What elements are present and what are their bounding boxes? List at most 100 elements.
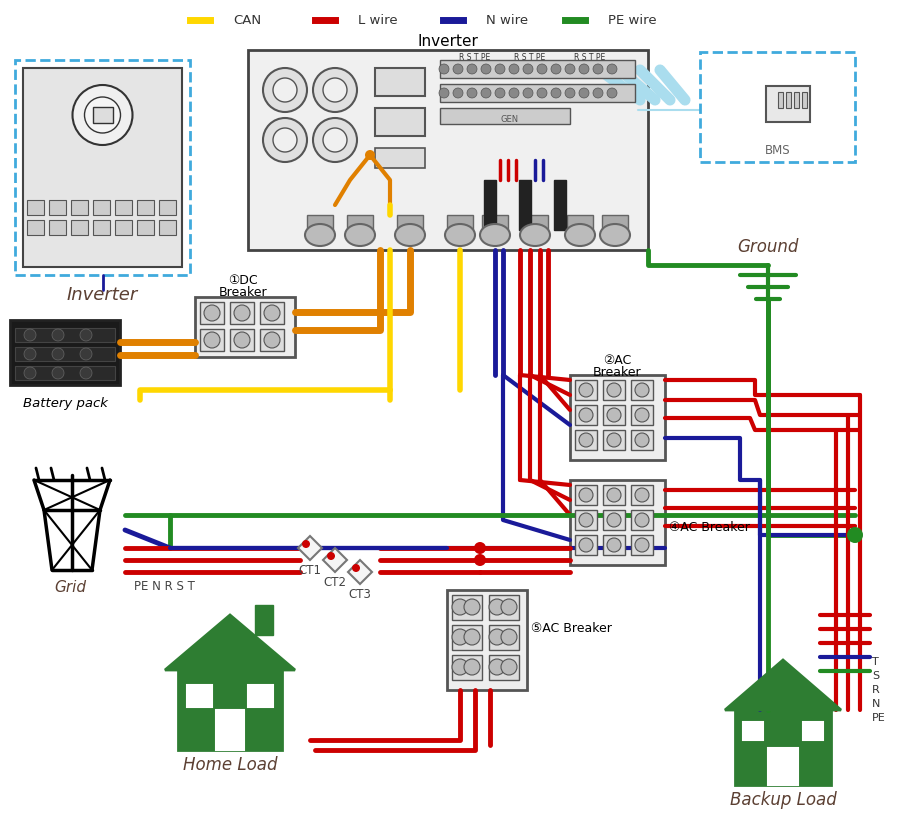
Circle shape [452,599,468,615]
Circle shape [452,629,468,645]
Circle shape [481,88,491,98]
Circle shape [495,64,505,74]
Text: CT3: CT3 [349,587,371,601]
Bar [375,148,425,168]
Circle shape [80,329,92,341]
Bar [93,107,112,123]
Circle shape [80,348,92,360]
Polygon shape [298,536,322,560]
Bar [519,180,531,230]
Bar [159,200,176,215]
Circle shape [204,332,220,348]
Text: Inverter: Inverter [417,35,478,50]
Circle shape [523,88,533,98]
Circle shape [501,599,517,615]
Text: CT2: CT2 [324,576,346,588]
Bar [631,510,653,530]
Circle shape [323,78,347,102]
Bar [200,302,224,324]
Circle shape [523,64,533,74]
Bar [489,655,519,680]
Bar [347,215,373,237]
Circle shape [323,128,347,152]
Bar [49,200,66,215]
Ellipse shape [565,224,595,246]
Circle shape [302,540,310,548]
Bar [603,405,625,425]
Bar [93,200,110,215]
Bar [440,60,635,78]
Ellipse shape [445,224,475,246]
Circle shape [464,599,480,615]
Circle shape [453,88,463,98]
Bar [440,84,635,102]
Ellipse shape [600,224,630,246]
Bar [575,535,597,555]
Bar [603,430,625,450]
Circle shape [453,64,463,74]
Circle shape [607,488,621,502]
Circle shape [273,78,297,102]
Bar [230,329,254,351]
Bar [631,380,653,400]
Bar [230,302,254,324]
Circle shape [635,433,649,447]
Bar [768,748,798,785]
Bar [260,329,284,351]
Circle shape [489,599,505,615]
Bar [603,535,625,555]
Text: Breaker: Breaker [593,365,642,378]
Bar [115,220,132,235]
Bar [178,670,282,750]
Circle shape [635,383,649,397]
Circle shape [579,488,593,502]
Text: N: N [872,699,880,709]
Text: R: R [872,685,880,695]
Circle shape [607,513,621,527]
Circle shape [24,367,36,379]
Bar [786,92,790,108]
Circle shape [565,88,575,98]
Circle shape [327,552,335,560]
Circle shape [501,659,517,675]
Bar [803,722,823,740]
Bar [187,685,212,707]
Bar [260,302,284,324]
Text: R S T PE: R S T PE [514,53,546,61]
Text: R S T PE: R S T PE [459,53,491,61]
Bar [575,380,597,400]
Bar [10,320,120,385]
Ellipse shape [305,224,335,246]
Circle shape [234,305,250,321]
Circle shape [551,64,561,74]
Text: Home Load: Home Load [182,756,277,774]
Circle shape [439,64,449,74]
Bar [794,92,798,108]
Circle shape [481,64,491,74]
Text: N wire: N wire [486,13,528,26]
Bar [567,215,593,237]
Text: Grid: Grid [54,580,86,595]
Circle shape [24,329,36,341]
Circle shape [847,527,863,543]
Text: R S T PE: R S T PE [574,53,606,61]
Circle shape [264,332,280,348]
Text: T: T [872,657,878,667]
Circle shape [501,629,517,645]
Circle shape [579,64,589,74]
Bar [631,405,653,425]
Polygon shape [323,548,347,572]
Bar [484,180,496,230]
Bar [570,375,665,460]
Bar [375,108,425,136]
Bar [307,215,333,237]
Text: CT1: CT1 [298,563,322,577]
Bar [802,92,806,108]
Circle shape [73,85,132,145]
Circle shape [593,64,603,74]
Bar [440,108,570,124]
Circle shape [474,554,486,566]
Polygon shape [165,615,295,670]
Text: Battery pack: Battery pack [22,396,108,410]
Bar [743,722,763,740]
